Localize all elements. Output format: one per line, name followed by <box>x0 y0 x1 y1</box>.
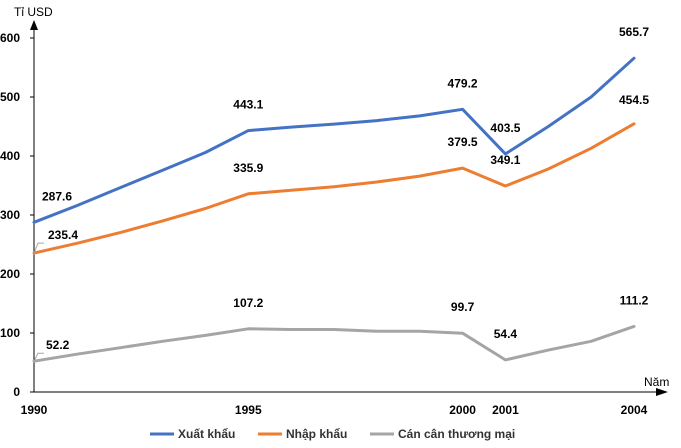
data-label: 99.7 <box>451 300 475 314</box>
y-tick-label: 100 <box>0 326 20 340</box>
data-label: 107.2 <box>233 296 263 310</box>
series-line-2 <box>32 122 636 255</box>
x-tick-label: 2000 <box>449 403 476 417</box>
data-label-leader <box>33 352 44 362</box>
y-tick-label: 400 <box>0 149 20 163</box>
x-tick-label: 1990 <box>21 403 48 417</box>
chart-series-layer <box>32 56 636 363</box>
x-axis-title: Năm <box>644 375 669 389</box>
legend-label-2: Nhập khẩu <box>286 427 347 441</box>
y-axis-arrow <box>30 20 38 30</box>
y-tick-label: 200 <box>0 267 20 281</box>
chart-data-labels: 287.6 443.1 479.2 403.5 565.7 235.4 335.9 379.5… <box>33 25 649 362</box>
data-label: 403.5 <box>490 121 520 135</box>
data-label: 379.5 <box>448 135 478 149</box>
series-line-1 <box>32 56 636 224</box>
legend-label-1: Xuất khẩu <box>178 427 235 441</box>
series-line-3 <box>32 324 636 363</box>
data-label: 54.4 <box>494 327 518 341</box>
data-label: 111.2 <box>620 293 649 307</box>
data-label: 454.5 <box>619 93 649 107</box>
y-tick-label: 600 <box>0 31 20 45</box>
x-tick-label: 1995 <box>235 403 262 417</box>
data-label: 335.9 <box>233 161 263 175</box>
data-label-leader <box>33 242 44 254</box>
y-tick-label: 0 <box>13 385 20 399</box>
legend-label-3: Cán cân thương mại <box>398 427 515 441</box>
data-label: 287.6 <box>42 189 72 203</box>
data-label: 479.2 <box>448 76 478 90</box>
y-tick-label: 500 <box>0 90 20 104</box>
x-tick-label: 2001 <box>492 403 519 417</box>
data-label: 52.2 <box>46 338 70 352</box>
data-label: 235.4 <box>48 228 78 242</box>
chart-legend: Xuất khẩu Nhập khẩu Cán cân thương mại <box>150 427 515 441</box>
data-label: 443.1 <box>233 98 263 112</box>
y-axis-title: Tỉ USD <box>14 5 53 19</box>
chart-axes: Tỉ USD Năm 0 100 200 300 400 500 600 1990 1995 2000… <box>0 5 669 417</box>
data-label: 349.1 <box>490 153 520 167</box>
data-label: 565.7 <box>619 25 649 39</box>
y-tick-label: 300 <box>0 208 20 222</box>
x-tick-label: 2004 <box>621 403 648 417</box>
x-axis-arrow <box>656 388 668 396</box>
